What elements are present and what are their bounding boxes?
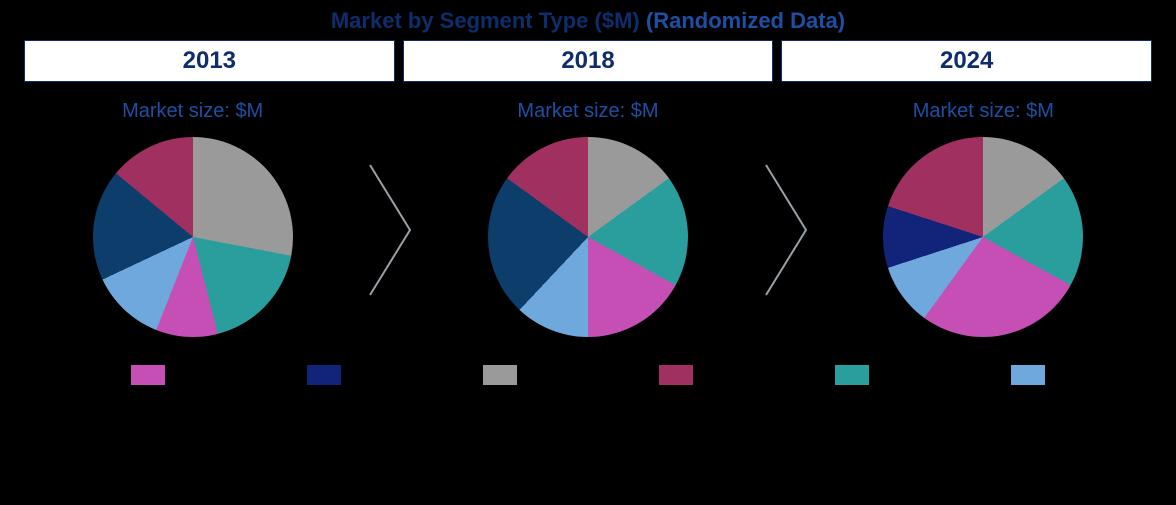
chevron-right-icon: [761, 160, 811, 300]
legend-item: [659, 365, 693, 385]
title-main: Market by Segment Type ($M): [331, 8, 640, 33]
legend-item: [835, 365, 869, 385]
market-size-label: Market size: $M: [20, 100, 365, 123]
year-header-2018: 2018: [403, 40, 774, 82]
chart-block-2013: Market size: $M: [20, 100, 365, 337]
legend-swatch: [835, 365, 869, 385]
year-header-2013: 2013: [24, 40, 395, 82]
legend-swatch: [307, 365, 341, 385]
market-size-label: Market size: $M: [811, 100, 1156, 123]
legend-swatch: [483, 365, 517, 385]
charts-row: Market size: $M Market size: $M Market s…: [0, 100, 1176, 337]
legend-item: [131, 365, 165, 385]
pie-chart-2024: [883, 137, 1083, 337]
legend-swatch: [131, 365, 165, 385]
legend-row: [0, 365, 1176, 385]
pie-chart-2013: [93, 137, 293, 337]
legend-item: [1011, 365, 1045, 385]
arrow-1: [365, 160, 415, 300]
chevron-right-icon: [365, 160, 415, 300]
market-size-label: Market size: $M: [415, 100, 760, 123]
year-header-2024: 2024: [781, 40, 1152, 82]
pie-chart-2018: [488, 137, 688, 337]
legend-swatch: [1011, 365, 1045, 385]
chart-block-2018: Market size: $M: [415, 100, 760, 337]
legend-item: [307, 365, 341, 385]
arrow-2: [761, 160, 811, 300]
chart-block-2024: Market size: $M: [811, 100, 1156, 337]
legend-item: [483, 365, 517, 385]
years-row: 2013 2018 2024: [0, 40, 1176, 82]
title-sub: (Randomized Data): [646, 8, 845, 33]
legend-swatch: [659, 365, 693, 385]
chart-title: Market by Segment Type ($M) (Randomized …: [0, 0, 1176, 34]
